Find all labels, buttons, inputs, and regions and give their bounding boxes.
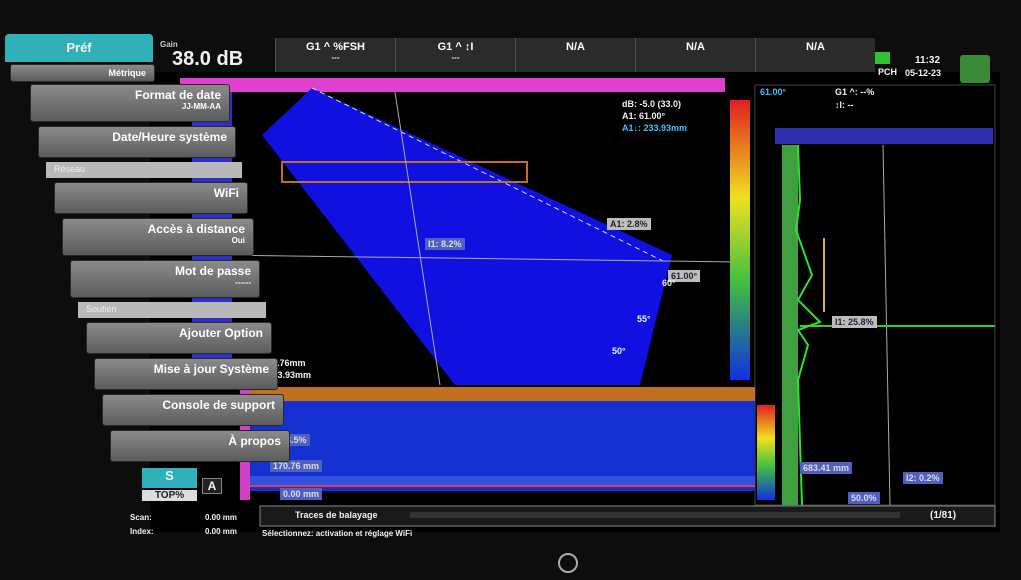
time: 11:32 [915,55,941,66]
section-header: Réseau [46,162,242,178]
field-label: G1 ^ ↕I [437,41,474,53]
cscan-label: 170.76 mm [270,460,323,472]
ascan-gate-i: I1: 25.8% [832,316,877,328]
cscan-ruler [250,387,755,401]
status-icon [870,52,890,64]
top-button[interactable]: TOP% [142,490,197,501]
angle-tick: 55° [637,314,651,324]
menu-label: Mot de passe [174,264,251,278]
ascan-percent: 50.0% [848,492,880,504]
menu-button[interactable]: À propos [110,430,290,462]
menu-value: Oui [231,236,245,245]
field-label: G1 ^ %FSH [306,41,365,53]
ascan-side-ruler [782,145,798,505]
trace-label: Traces de balayage [295,510,378,520]
logo [558,553,578,573]
ascan-depth: 683.41 mm [800,462,853,474]
menu-label: Format de date [134,88,221,102]
gate-box [281,161,528,183]
gain-value: 38.0 dB [172,48,244,70]
header-field[interactable]: G1 ^ ↕I --- [395,38,515,72]
field-value: --- [331,53,340,62]
angle: 61.00° [668,270,701,282]
gate-i: I1: 8.2% [425,238,465,250]
units-select[interactable]: Métrique [10,64,155,82]
ascan-signal [794,144,822,506]
readout: A1↓: 233.93mm [622,123,688,133]
menu-label: Console de support [162,398,275,412]
menu-button[interactable]: Mise à jour Système [94,358,278,390]
cursor-line [217,254,741,263]
readout: dB: -5.0 (33.0) [622,99,682,109]
ascan-angle: 61.00° [760,87,787,97]
menu-value: ------ [235,278,251,287]
menu-label: À propos [228,434,281,448]
ascan-ruler [775,128,993,144]
menu-button[interactable]: Ajouter Option [86,322,272,354]
sscan-bottom: A1↓: 233.93mm [246,370,312,380]
color-bar [730,100,750,380]
field-value: --- [451,53,460,62]
header-field[interactable]: N/A [635,38,755,72]
header-field[interactable]: N/A [515,38,635,72]
menu-label: Date/Heure système [112,130,227,144]
readouts: dB: -5.0 (33.0) A1: 61.00° A1↓: 233.93mm [622,98,687,134]
menu-label: Accès à distance [147,222,245,236]
menu-label: Mise à jour Système [153,362,269,376]
angle-tick: 60° [662,278,676,288]
angle-tick: 50° [612,346,626,356]
cursor-line [394,91,441,386]
s-button[interactable]: S [142,468,197,488]
readout: A1: 61.00° [622,111,666,121]
menu-button[interactable]: Accès à distance Oui [62,218,254,256]
scan-label: Scan: [130,513,152,522]
tab-pref[interactable]: Préf [5,34,153,62]
menu-button[interactable]: Console de support [102,394,284,426]
mode: PCH [878,67,898,77]
header-field[interactable]: G1 ^ %FSH --- [275,38,395,72]
top-ruler [180,78,725,92]
menu-label: WiFi [213,186,239,200]
cscan-band [250,476,755,486]
date: 05-12-23 [905,68,942,78]
index-label: Index: [130,527,154,536]
menu-button[interactable]: Mot de passe ------ [70,260,260,298]
field-label: N/A [806,41,825,53]
menu-button[interactable]: Date/Heure système [38,126,236,158]
menu-button[interactable]: Format de date JJ-MM-AA [30,84,230,122]
a-button[interactable]: A [202,478,222,494]
gate-a: A1: 2.8% [607,218,651,230]
cscan-label: 0.00 mm [280,488,323,500]
scan-slider[interactable] [410,512,900,518]
trace-page: (1/81) [930,510,957,521]
field-label: N/A [686,41,705,53]
cscan-color-bar [757,405,775,500]
battery-icon [960,55,990,83]
menu-value: JJ-MM-AA [181,102,221,111]
field-label: N/A [566,41,585,53]
scan-value: 0.00 mm [205,513,238,522]
index-value: 0.00 mm [205,527,238,536]
ascan-field: ↕I: -- [835,100,854,110]
ascan-field: G1 ^: --% [835,87,875,97]
beam-line [311,87,666,263]
hint: Sélectionnez: activation et réglage WiFi [262,529,413,538]
menu-button[interactable]: WiFi [54,182,248,214]
header-field[interactable]: N/A [755,38,875,72]
section-header: Soutien [78,302,266,318]
ascan-gate-i2: I2: 0.2% [903,472,943,484]
gain-label: Gain [160,40,178,49]
menu-label: Ajouter Option [179,326,263,340]
